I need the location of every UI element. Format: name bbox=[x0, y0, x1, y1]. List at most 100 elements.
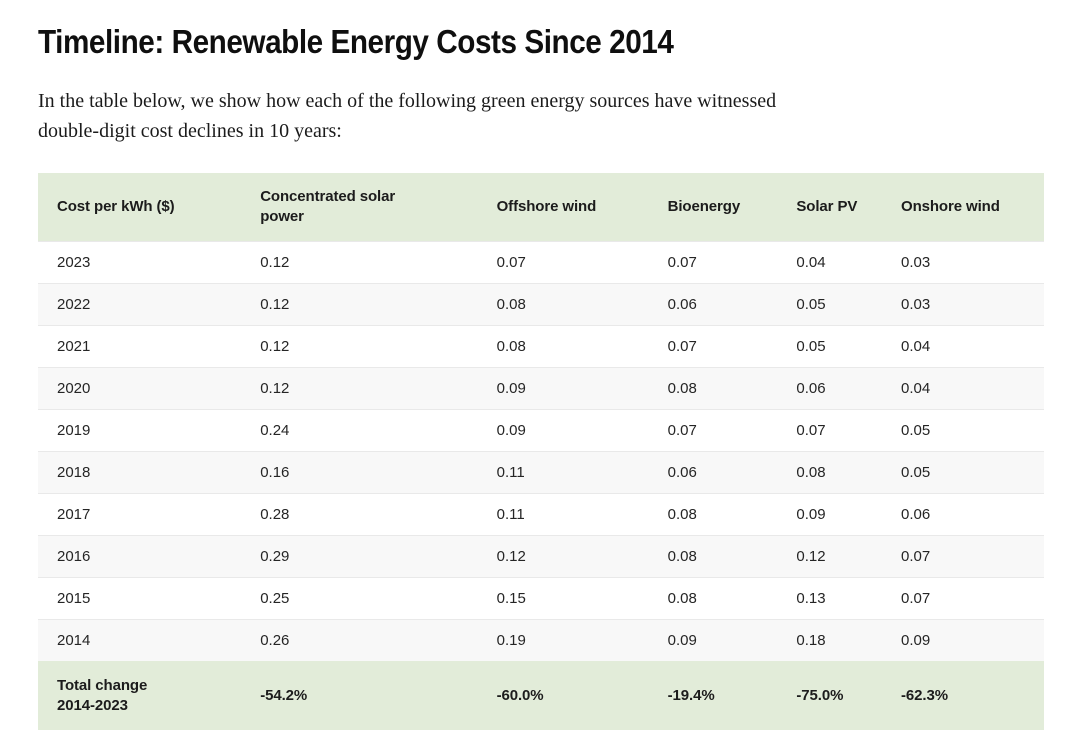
value-cell: 0.04 bbox=[796, 254, 826, 272]
value-cell: 0.09 bbox=[496, 422, 526, 440]
header-cell-concentrated-solar-power: Concentrated solar power bbox=[241, 173, 478, 242]
value-cell: 0.08 bbox=[496, 338, 526, 356]
table-row-2022: 2022 0.12 0.08 0.06 0.05 0.03 bbox=[38, 283, 1044, 326]
value-cell: 0.26 bbox=[260, 632, 290, 650]
value-cell: 0.07 bbox=[901, 590, 931, 608]
value-cell: 0.08 bbox=[667, 590, 697, 608]
year-cell: 2023 bbox=[57, 254, 91, 272]
value-cell: 0.05 bbox=[796, 338, 826, 356]
value-cell: 0.09 bbox=[496, 380, 526, 398]
year-cell: 2017 bbox=[57, 506, 91, 524]
value-cell: 0.13 bbox=[796, 590, 826, 608]
value-cell: 0.29 bbox=[260, 548, 290, 566]
year-cell: 2015 bbox=[57, 590, 91, 608]
year-cell: 2018 bbox=[57, 464, 91, 482]
footer-value-cell: -54.2% bbox=[260, 687, 308, 705]
year-cell: 2020 bbox=[57, 380, 91, 398]
value-cell: 0.28 bbox=[260, 506, 290, 524]
value-cell: 0.05 bbox=[901, 464, 931, 482]
value-cell: 0.12 bbox=[796, 548, 826, 566]
intro-text: In the table below, we show how each of … bbox=[38, 86, 1042, 146]
table-row-2020: 2020 0.12 0.09 0.08 0.06 0.04 bbox=[38, 367, 1044, 410]
table-row-2015: 2015 0.25 0.15 0.08 0.13 0.07 bbox=[38, 577, 1044, 620]
footer-label-line-2: 2014-2023 bbox=[57, 697, 128, 715]
value-cell: 0.15 bbox=[496, 590, 526, 608]
header-cell-onshore-wind: Onshore wind bbox=[882, 173, 1044, 242]
table-row-2016: 2016 0.29 0.12 0.08 0.12 0.07 bbox=[38, 535, 1044, 578]
value-cell: 0.12 bbox=[260, 254, 290, 272]
table-row-2019: 2019 0.24 0.09 0.07 0.07 0.05 bbox=[38, 409, 1044, 452]
value-cell: 0.24 bbox=[260, 422, 290, 440]
value-cell: 0.09 bbox=[796, 506, 826, 524]
table-footer-row: Total change 2014-2023 -54.2% -60.0% -19… bbox=[38, 661, 1044, 731]
header-cell-offshore-wind: Offshore wind bbox=[477, 173, 649, 242]
year-cell: 2019 bbox=[57, 422, 91, 440]
header-label: Solar PV bbox=[796, 198, 858, 216]
value-cell: 0.25 bbox=[260, 590, 290, 608]
value-cell: 0.07 bbox=[667, 254, 697, 272]
value-cell: 0.16 bbox=[260, 464, 290, 482]
value-cell: 0.12 bbox=[260, 338, 290, 356]
year-cell: 2014 bbox=[57, 632, 91, 650]
value-cell: 0.11 bbox=[496, 464, 525, 482]
intro-line-1: In the table below, we show how each of … bbox=[38, 90, 777, 113]
value-cell: 0.12 bbox=[260, 380, 290, 398]
value-cell: 0.07 bbox=[667, 422, 697, 440]
value-cell: 0.07 bbox=[901, 548, 931, 566]
value-cell: 0.06 bbox=[796, 380, 826, 398]
intro-line-2: double-digit cost declines in 10 years: bbox=[38, 120, 342, 143]
header-label: Bioenergy bbox=[667, 198, 741, 216]
value-cell: 0.05 bbox=[901, 422, 931, 440]
table-body: 2023 0.12 0.07 0.07 0.04 0.03 2022 0.12 … bbox=[38, 241, 1044, 731]
table-head: Cost per kWh ($) Concentrated solar powe… bbox=[38, 173, 1044, 242]
value-cell: 0.08 bbox=[796, 464, 826, 482]
value-cell: 0.07 bbox=[796, 422, 826, 440]
value-cell: 0.03 bbox=[901, 296, 931, 314]
table-row-2023: 2023 0.12 0.07 0.07 0.04 0.03 bbox=[38, 241, 1044, 284]
value-cell: 0.05 bbox=[796, 296, 826, 314]
value-cell: 0.09 bbox=[667, 632, 697, 650]
year-cell: 2016 bbox=[57, 548, 91, 566]
value-cell: 0.11 bbox=[496, 506, 525, 524]
table-header-row: Cost per kWh ($) Concentrated solar powe… bbox=[38, 173, 1044, 242]
value-cell: 0.08 bbox=[667, 506, 697, 524]
value-cell: 0.08 bbox=[667, 548, 697, 566]
value-cell: 0.12 bbox=[496, 548, 526, 566]
header-label: Concentrated solar power bbox=[260, 188, 396, 226]
value-cell: 0.06 bbox=[901, 506, 931, 524]
table-row-2017: 2017 0.28 0.11 0.08 0.09 0.06 bbox=[38, 493, 1044, 536]
value-cell: 0.06 bbox=[667, 296, 697, 314]
year-cell: 2022 bbox=[57, 296, 91, 314]
footer-value-cell: -75.0% bbox=[796, 687, 844, 705]
header-cell-cost-per-kwh: Cost per kWh ($) bbox=[38, 173, 242, 242]
value-cell: 0.09 bbox=[901, 632, 931, 650]
page-title: Timeline: Renewable Energy Costs Since 2… bbox=[38, 23, 674, 60]
header-label: Offshore wind bbox=[496, 198, 597, 216]
value-cell: 0.06 bbox=[667, 464, 697, 482]
value-cell: 0.08 bbox=[496, 296, 526, 314]
value-cell: 0.04 bbox=[901, 380, 931, 398]
footer-value-cell: -62.3% bbox=[901, 687, 948, 705]
table-row-2021: 2021 0.12 0.08 0.07 0.05 0.04 bbox=[38, 325, 1044, 368]
year-cell: 2021 bbox=[57, 338, 91, 356]
cost-table: Cost per kWh ($) Concentrated solar powe… bbox=[38, 173, 1044, 731]
value-cell: 0.18 bbox=[796, 632, 826, 650]
header-cell-solar-pv: Solar PV bbox=[777, 173, 882, 242]
header-label: Onshore wind bbox=[901, 198, 1000, 216]
header-cell-bioenergy: Bioenergy bbox=[648, 173, 778, 242]
value-cell: 0.19 bbox=[496, 632, 526, 650]
value-cell: 0.04 bbox=[901, 338, 931, 356]
table-row-2018: 2018 0.16 0.11 0.06 0.08 0.05 bbox=[38, 451, 1044, 494]
footer-value-cell: -19.4% bbox=[667, 687, 715, 705]
table-row-2014: 2014 0.26 0.19 0.09 0.18 0.09 bbox=[38, 619, 1044, 662]
footer-value-cell: -60.0% bbox=[496, 687, 544, 705]
header-label: Cost per kWh ($) bbox=[57, 198, 175, 216]
value-cell: 0.07 bbox=[496, 254, 526, 272]
value-cell: 0.08 bbox=[667, 380, 697, 398]
footer-label-cell: Total change 2014-2023 bbox=[38, 662, 241, 731]
value-cell: 0.12 bbox=[260, 296, 290, 314]
footer-label-line-1: Total change bbox=[57, 677, 148, 695]
value-cell: 0.07 bbox=[667, 338, 697, 356]
value-cell: 0.03 bbox=[901, 254, 931, 272]
